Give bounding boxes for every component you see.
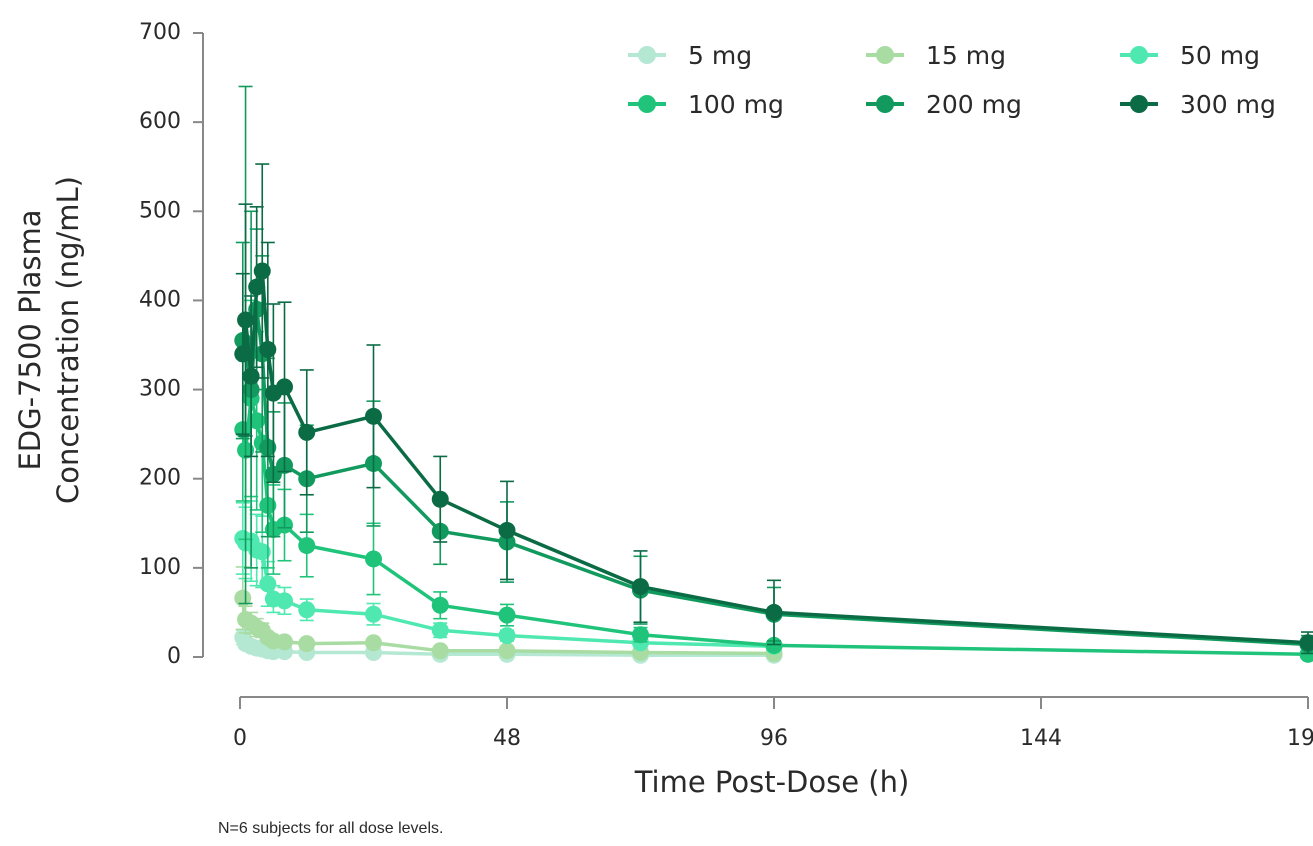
data-point <box>237 311 255 329</box>
y-tick-label: 200 <box>139 466 181 491</box>
y-tick-label: 0 <box>167 644 181 669</box>
data-point <box>498 642 516 660</box>
y-tick-label: 500 <box>139 198 181 223</box>
data-point <box>365 634 382 652</box>
legend-marker <box>638 46 656 64</box>
legend-label: 50 mg <box>1180 41 1260 70</box>
data-point <box>298 537 316 555</box>
y-tick-label: 400 <box>139 287 181 312</box>
data-point <box>1299 634 1313 652</box>
data-point <box>632 578 649 596</box>
legend-label: 15 mg <box>926 41 1006 70</box>
x-tick-label: 0 <box>233 726 247 751</box>
data-point <box>248 278 266 296</box>
data-point <box>298 635 316 653</box>
x-tick-label: 144 <box>1020 726 1062 751</box>
data-point <box>431 642 449 660</box>
data-point <box>431 490 449 508</box>
legend-label: 200 mg <box>926 90 1022 119</box>
legend-marker <box>876 95 894 113</box>
x-axis-label: Time Post-Dose (h) <box>634 765 910 799</box>
data-point <box>234 345 252 363</box>
legend-marker <box>876 46 894 64</box>
x-tick-label: 96 <box>760 726 788 751</box>
data-point <box>365 407 382 425</box>
series-line <box>241 307 1309 647</box>
data-point <box>276 592 293 610</box>
legend-marker <box>1130 46 1148 64</box>
data-point <box>498 627 516 645</box>
y-tick-label: 300 <box>139 377 181 402</box>
legend-label: 100 mg <box>688 90 784 119</box>
y-axis-label: EDG-7500 Plasma <box>13 209 47 470</box>
data-point <box>365 550 382 568</box>
x-tick-label: 192 <box>1287 726 1313 751</box>
legend-label: 300 mg <box>1180 90 1276 119</box>
data-point <box>242 367 260 385</box>
data-point <box>298 601 316 619</box>
legend-label: 5 mg <box>688 41 752 70</box>
data-point <box>234 589 252 607</box>
legend-marker <box>1130 95 1148 113</box>
data-point <box>431 596 449 614</box>
data-point <box>498 606 516 624</box>
data-point <box>498 521 516 539</box>
data-point <box>248 412 266 430</box>
y-tick-label: 100 <box>139 555 181 580</box>
data-point <box>276 378 293 396</box>
y-tick-label: 600 <box>139 109 181 134</box>
data-point <box>298 423 316 441</box>
data-point <box>259 340 277 358</box>
data-point <box>253 543 271 561</box>
y-tick-label: 700 <box>139 20 181 45</box>
data-point <box>431 621 449 639</box>
footnote: N=6 subjects for all dose levels. <box>218 820 443 837</box>
x-tick-label: 48 <box>493 726 521 751</box>
y-axis-label: Concentration (ng/mL) <box>51 176 85 504</box>
data-point <box>276 633 293 651</box>
data-point <box>253 262 271 280</box>
data-point <box>365 605 382 623</box>
legend-marker <box>638 95 656 113</box>
data-point <box>765 603 783 621</box>
data-point <box>259 575 277 593</box>
data-point <box>632 626 649 644</box>
